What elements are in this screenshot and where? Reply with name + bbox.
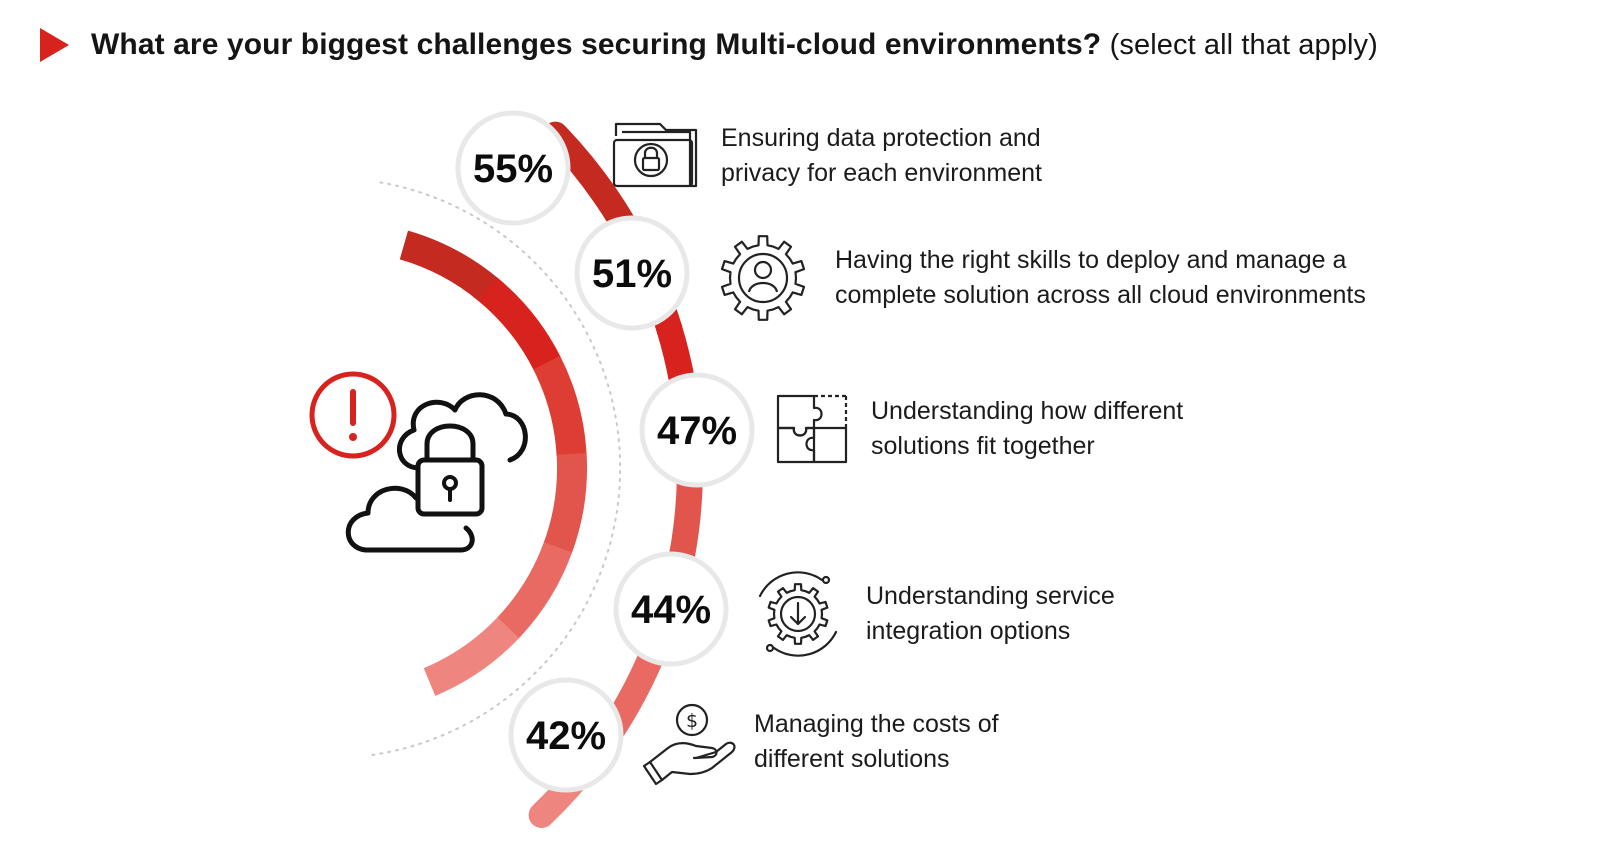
inner-arc bbox=[399, 230, 588, 696]
label-right-skills: Having the right skills to deploy and ma… bbox=[835, 243, 1366, 313]
label-line: different solutions bbox=[754, 745, 950, 773]
inner-arc-segment bbox=[423, 617, 520, 696]
bubble-right-skills: 51% bbox=[574, 215, 690, 331]
bubble-managing-costs: 42% bbox=[508, 677, 624, 793]
value-label: 47% bbox=[657, 409, 737, 453]
title-arrow-icon bbox=[40, 28, 69, 62]
title-main: What are your biggest challenges securin… bbox=[91, 28, 1102, 61]
alert-icon bbox=[309, 371, 397, 459]
svg-text:$: $ bbox=[686, 710, 698, 732]
inner-arc-segment bbox=[496, 541, 573, 639]
label-managing-costs: Managing the costs of different solution… bbox=[754, 707, 999, 777]
value-label: 44% bbox=[631, 588, 711, 632]
page-title: What are your biggest challenges securin… bbox=[91, 28, 1378, 62]
bubble-solutions-fit: 47% bbox=[639, 372, 755, 488]
label-line: integration options bbox=[866, 617, 1071, 645]
label-line: Understanding service bbox=[866, 582, 1115, 610]
value-label: 42% bbox=[526, 714, 606, 758]
gear-person-icon bbox=[720, 235, 806, 321]
value-label: 51% bbox=[592, 252, 672, 296]
label-solutions-fit: Understanding how different solutions fi… bbox=[871, 394, 1183, 464]
label-line: complete solution across all cloud envir… bbox=[835, 281, 1366, 309]
bubble-circle bbox=[455, 110, 571, 226]
label-line: solutions fit together bbox=[871, 432, 1095, 460]
puzzle-pieces-icon bbox=[776, 394, 848, 464]
label-line: privacy for each environment bbox=[721, 159, 1042, 187]
bubble-circle bbox=[574, 215, 690, 331]
cloud-icon bbox=[345, 392, 528, 553]
bubble-circle bbox=[508, 677, 624, 793]
dotted-arc bbox=[369, 181, 622, 757]
label-line: Having the right skills to deploy and ma… bbox=[835, 246, 1347, 274]
hand-coin-icon: $ bbox=[642, 703, 736, 786]
inner-arc-segment bbox=[543, 452, 588, 554]
label-data-protection: Ensuring data protection and privacy for… bbox=[721, 121, 1042, 191]
folder-lock-icon bbox=[612, 122, 698, 188]
inner-arc-segment bbox=[477, 277, 561, 371]
padlock-icon bbox=[415, 423, 485, 517]
outer-track-segment bbox=[669, 476, 703, 557]
cloud-lock-alert-icon bbox=[309, 371, 528, 553]
title-row: What are your biggest challenges securin… bbox=[40, 20, 1378, 70]
bubble-circle bbox=[613, 551, 729, 667]
inner-arc-segment bbox=[399, 230, 499, 302]
title-sub: (select all that apply) bbox=[1109, 29, 1378, 61]
value-label: 55% bbox=[473, 147, 553, 191]
bubble-service-integration: 44% bbox=[613, 551, 729, 667]
inner-arc-segment bbox=[533, 355, 587, 457]
bubble-data-protection: 55% bbox=[455, 110, 571, 226]
label-line: Ensuring data protection and bbox=[721, 124, 1041, 152]
bubble-circle bbox=[639, 372, 755, 488]
label-line: Managing the costs of bbox=[754, 710, 999, 738]
label-line: Understanding how different bbox=[871, 397, 1184, 425]
label-service-integration: Understanding service integration option… bbox=[866, 579, 1115, 649]
gear-download-icon bbox=[758, 571, 838, 657]
